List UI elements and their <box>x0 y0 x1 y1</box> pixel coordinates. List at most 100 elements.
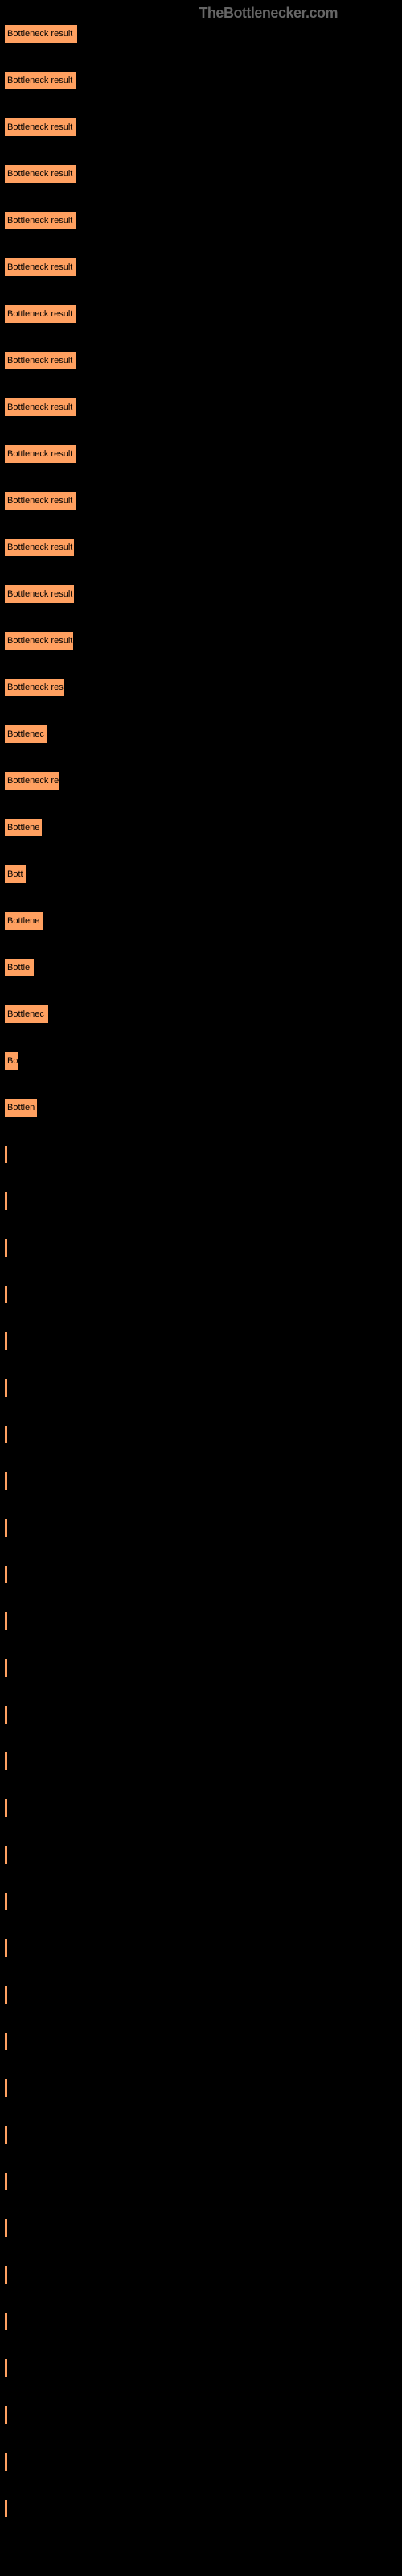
bar-row <box>4 2405 402 2425</box>
bar: Bottleneck result <box>4 211 76 230</box>
bar: Bottleneck result <box>4 258 76 277</box>
bar: Bottleneck result <box>4 584 75 604</box>
bar-row: Bo <box>4 1051 402 1071</box>
bar <box>4 2452 8 2471</box>
bar-chart: Bottleneck result Bottleneck result Bottle… <box>0 0 402 2518</box>
bar <box>4 2125 8 2145</box>
bar <box>4 2265 8 2285</box>
bar: Bottlenec <box>4 724 47 744</box>
bar: Bottleneck result <box>4 398 76 417</box>
bar-row <box>4 1798 402 1818</box>
bar: Bottlen <box>4 1098 38 1117</box>
bar-row <box>4 1705 402 1724</box>
bar <box>4 2312 8 2331</box>
bar-row: Bottleneck result <box>4 118 402 137</box>
bar-row <box>4 1472 402 1491</box>
bar: Bottleneck result <box>4 24 78 43</box>
bar-row: Bottleneck res <box>4 678 402 697</box>
bar-row: Bottleneck result <box>4 164 402 184</box>
bar-row: Bottleneck result <box>4 398 402 417</box>
bar-row: Bottle <box>4 958 402 977</box>
bar <box>4 1238 8 1257</box>
bar-row: Bottleneck result <box>4 258 402 277</box>
bar <box>4 1845 8 1864</box>
bar: Bottle <box>4 958 35 977</box>
bar-row <box>4 1331 402 1351</box>
bar: Bottleneck result <box>4 491 76 510</box>
bar: Bott <box>4 865 27 884</box>
bar <box>4 1658 8 1678</box>
bar-row <box>4 2172 402 2191</box>
bar-row <box>4 1285 402 1304</box>
bar: Bottlenec <box>4 1005 49 1024</box>
bar-row: Bottlene <box>4 911 402 931</box>
bar <box>4 1285 8 1304</box>
bar <box>4 2219 8 2238</box>
bar-row: Bottlen <box>4 1098 402 1117</box>
bar-row <box>4 2079 402 2098</box>
bar-row: Bottleneck result <box>4 211 402 230</box>
bar-row <box>4 2265 402 2285</box>
bar: Bottlene <box>4 911 44 931</box>
watermark-text: TheBottlenecker.com <box>199 5 338 22</box>
bar: Bottleneck result <box>4 351 76 370</box>
bar <box>4 1378 8 1397</box>
bar: Bottleneck result <box>4 164 76 184</box>
bar-row: Bottleneck result <box>4 351 402 370</box>
bar: Bottleneck res <box>4 678 65 697</box>
bar-row <box>4 1238 402 1257</box>
bar <box>4 1565 8 1584</box>
bar <box>4 1191 8 1211</box>
bar-row <box>4 1892 402 1911</box>
bar: Bottleneck result <box>4 444 76 464</box>
bar <box>4 1472 8 1491</box>
bar <box>4 1938 8 1958</box>
bar-row <box>4 1565 402 1584</box>
bar: Bottleneck result <box>4 71 76 90</box>
bar-row: Bottleneck result <box>4 24 402 43</box>
bar <box>4 1985 8 2004</box>
bar <box>4 1705 8 1724</box>
bar: Bottleneck result <box>4 538 75 557</box>
bar-row <box>4 1378 402 1397</box>
bar-row <box>4 1612 402 1631</box>
bar <box>4 1752 8 1771</box>
bar <box>4 2405 8 2425</box>
bar-row: Bottleneck result <box>4 304 402 324</box>
bar-row <box>4 1985 402 2004</box>
bar-row <box>4 1191 402 1211</box>
bar <box>4 2172 8 2191</box>
bar-row: Bottleneck result <box>4 444 402 464</box>
bar-row: Bottleneck re <box>4 771 402 791</box>
bar-row <box>4 2219 402 2238</box>
bar: Bo <box>4 1051 18 1071</box>
bar-row <box>4 2312 402 2331</box>
bar-row <box>4 1938 402 1958</box>
bar-row <box>4 1518 402 1538</box>
bar-row <box>4 1752 402 1771</box>
bar-row: Bottleneck result <box>4 631 402 650</box>
bar-row <box>4 1425 402 1444</box>
bar <box>4 2032 8 2051</box>
bar <box>4 1612 8 1631</box>
bar <box>4 1892 8 1911</box>
bar-row <box>4 2125 402 2145</box>
bar <box>4 1145 8 1164</box>
bar <box>4 2359 8 2378</box>
bar-row: Bottleneck result <box>4 71 402 90</box>
bar-row <box>4 2452 402 2471</box>
bar <box>4 1425 8 1444</box>
bar <box>4 1518 8 1538</box>
bar: Bottleneck re <box>4 771 60 791</box>
bar: Bottlene <box>4 818 43 837</box>
bar-row <box>4 2499 402 2518</box>
bar-row <box>4 1845 402 1864</box>
bar-row: Bottleneck result <box>4 538 402 557</box>
bar <box>4 1798 8 1818</box>
bar-row <box>4 1145 402 1164</box>
bar: Bottleneck result <box>4 631 74 650</box>
bar <box>4 1331 8 1351</box>
bar-row <box>4 2032 402 2051</box>
bar-row: Bottlene <box>4 818 402 837</box>
bar-row: Bottleneck result <box>4 584 402 604</box>
